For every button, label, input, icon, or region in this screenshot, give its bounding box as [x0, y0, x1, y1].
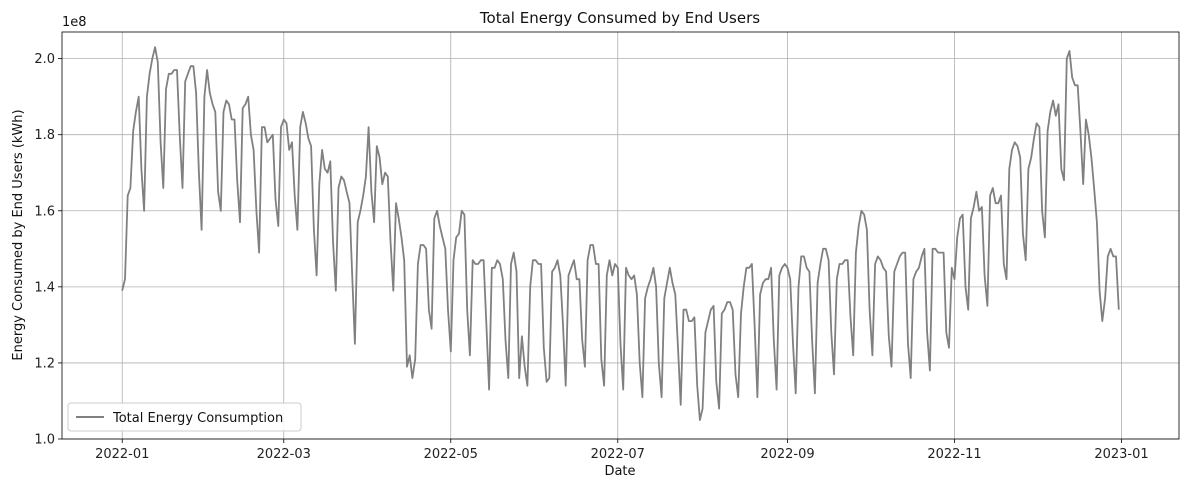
- series-line: [121, 46, 1120, 421]
- chart-title: Total Energy Consumed by End Users: [479, 9, 760, 27]
- x-axis-label: Date: [604, 464, 635, 479]
- y-tick-label: 2.0: [34, 52, 55, 67]
- x-axis-ticks: 2022-01 2022-03 2022-05 2022-07 2022-09 2022-…: [95, 439, 1149, 462]
- y-tick-label: 1.8: [34, 128, 55, 143]
- y-tick-label: 1.2: [34, 356, 55, 371]
- y-offset-label: 1e8: [62, 15, 87, 30]
- x-tick-label: 2022-11: [927, 447, 981, 462]
- y-axis-ticks: 1.0 1.2 1.4 1.6 1.8 2.0: [34, 52, 62, 448]
- x-tick-label: 2022-03: [257, 447, 311, 462]
- x-tick-label: 2022-05: [424, 447, 478, 462]
- y-axis-label: Energy Consumed by End Users (kWh): [11, 109, 26, 360]
- x-tick-label: 2023-01: [1094, 447, 1148, 462]
- legend-label: Total Energy Consumption: [112, 411, 283, 426]
- x-tick-label: 2022-01: [95, 447, 149, 462]
- legend-box: [67, 402, 302, 432]
- plot-area-frame: [61, 31, 1180, 440]
- y-tick-label: 1.4: [34, 280, 55, 295]
- y-tick-label: 1.6: [34, 204, 55, 219]
- x-tick-label: 2022-07: [591, 447, 645, 462]
- y-tick-label: 1.0: [34, 433, 55, 448]
- series-lines: [121, 46, 1120, 421]
- x-tick-label: 2022-09: [760, 447, 814, 462]
- legend: Total Energy Consumption: [67, 402, 302, 432]
